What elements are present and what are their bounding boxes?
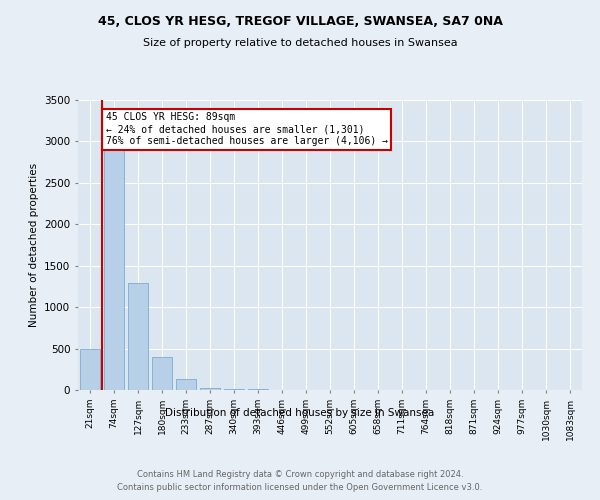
Bar — [128, 283, 148, 390]
Text: 45 CLOS YR HESG: 89sqm
← 24% of detached houses are smaller (1,301)
76% of semi-: 45 CLOS YR HESG: 89sqm ← 24% of detached… — [106, 112, 388, 146]
Text: Distribution of detached houses by size in Swansea: Distribution of detached houses by size … — [166, 408, 434, 418]
Text: Contains public sector information licensed under the Open Government Licence v3: Contains public sector information licen… — [118, 482, 482, 492]
Bar — [152, 357, 172, 390]
Bar — [200, 388, 220, 390]
Bar — [224, 389, 244, 390]
Text: Contains HM Land Registry data © Crown copyright and database right 2024.: Contains HM Land Registry data © Crown c… — [137, 470, 463, 479]
Text: 45, CLOS YR HESG, TREGOF VILLAGE, SWANSEA, SA7 0NA: 45, CLOS YR HESG, TREGOF VILLAGE, SWANSE… — [98, 15, 502, 28]
Text: Size of property relative to detached houses in Swansea: Size of property relative to detached ho… — [143, 38, 457, 48]
Bar — [104, 115, 124, 390]
Y-axis label: Number of detached properties: Number of detached properties — [29, 163, 38, 327]
Bar — [80, 350, 100, 390]
Bar — [176, 379, 196, 390]
